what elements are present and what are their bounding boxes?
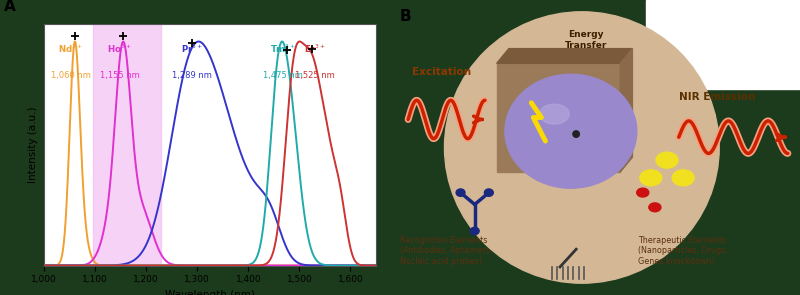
- Ellipse shape: [456, 189, 465, 196]
- Text: Therapeutic Elements
(Nanoparticles, Drugs,
Genes knockdown): Therapeutic Elements (Nanoparticles, Dru…: [638, 236, 728, 266]
- Text: B: B: [400, 9, 412, 24]
- Text: Tm$^{3+}$: Tm$^{3+}$: [270, 42, 296, 55]
- Y-axis label: Intensity (a.u.): Intensity (a.u.): [29, 106, 38, 183]
- Text: 1,475 nm: 1,475 nm: [263, 71, 303, 80]
- Text: A: A: [4, 0, 16, 14]
- Text: Nd$^{3+}$: Nd$^{3+}$: [58, 42, 83, 55]
- Polygon shape: [497, 49, 633, 63]
- Ellipse shape: [484, 189, 494, 196]
- Ellipse shape: [445, 12, 719, 283]
- X-axis label: Wavelength (nm): Wavelength (nm): [165, 290, 255, 295]
- Text: Energy
Transfer: Energy Transfer: [565, 30, 607, 50]
- Ellipse shape: [640, 170, 662, 186]
- Text: Pr$^{3+}$: Pr$^{3+}$: [181, 42, 202, 55]
- Text: Recognition Elements
(Antibodies, Aptamers,
Nucleic acid probes): Recognition Elements (Antibodies, Aptame…: [400, 236, 492, 266]
- Ellipse shape: [672, 170, 694, 186]
- Polygon shape: [620, 49, 633, 172]
- Text: NIR Emission: NIR Emission: [678, 92, 755, 102]
- Ellipse shape: [649, 203, 661, 212]
- Text: 1,525 nm: 1,525 nm: [295, 71, 334, 80]
- Ellipse shape: [539, 104, 570, 124]
- Bar: [93, 24, 162, 266]
- Ellipse shape: [656, 152, 678, 168]
- Text: Excitation: Excitation: [412, 67, 471, 77]
- Ellipse shape: [573, 131, 579, 137]
- Text: 1,289 nm: 1,289 nm: [172, 71, 211, 80]
- Ellipse shape: [637, 188, 649, 197]
- Text: 1,060 nm: 1,060 nm: [50, 71, 90, 80]
- Text: Er$^{3+}$: Er$^{3+}$: [304, 42, 326, 55]
- Text: Ho$^{3+}$: Ho$^{3+}$: [107, 42, 132, 55]
- Ellipse shape: [505, 74, 637, 188]
- Ellipse shape: [470, 227, 479, 235]
- Text: 1,155 nm: 1,155 nm: [100, 71, 139, 80]
- Bar: [646, 0, 800, 88]
- Polygon shape: [497, 63, 620, 172]
